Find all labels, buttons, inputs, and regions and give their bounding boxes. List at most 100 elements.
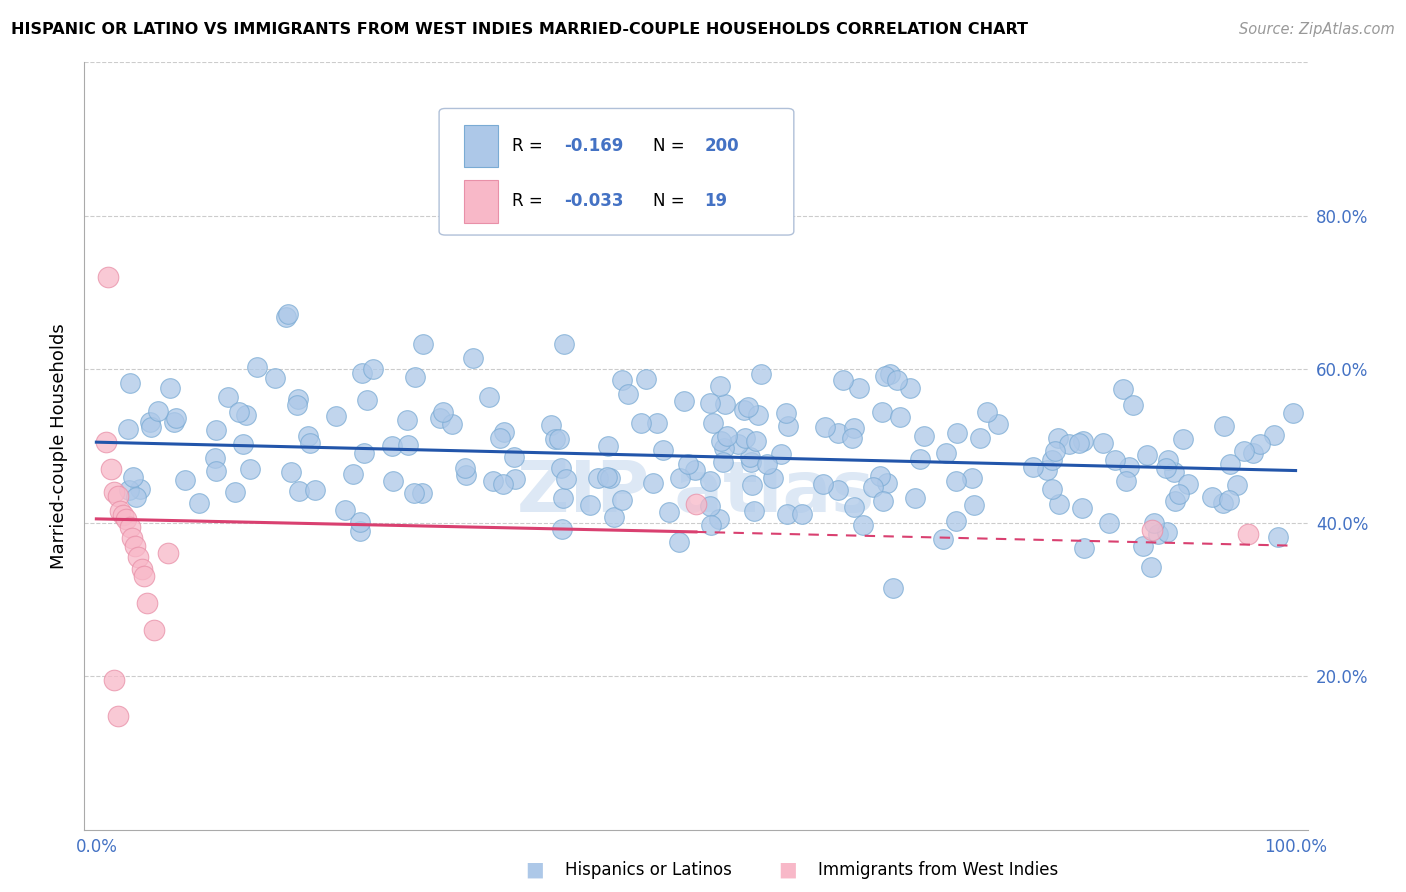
Point [652,443,675,458]
Point [699,517,721,532]
Point [848,381,870,395]
Point [976,405,998,419]
Point [224,485,246,500]
Point [285,398,308,412]
Point [873,369,896,384]
Point [842,500,865,514]
Point [832,373,855,387]
Point [610,373,633,387]
FancyBboxPatch shape [439,109,794,235]
Point [636,372,658,386]
Point [755,457,778,471]
Bar [464,180,498,223]
Point [127,550,149,565]
Point [945,474,967,488]
Point [851,518,873,533]
Point [361,362,384,376]
Point [342,467,364,481]
Point [1071,434,1094,448]
Text: -0.169: -0.169 [564,136,623,154]
Point [165,410,187,425]
Point [610,493,633,508]
Point [163,415,186,429]
Point [672,393,695,408]
Point [733,403,755,417]
Point [187,496,209,510]
Point [263,370,285,384]
Point [1156,460,1178,475]
Point [747,408,769,422]
Point [1236,527,1258,541]
Point [931,532,953,546]
Text: 200: 200 [704,136,740,154]
Point [1046,431,1069,445]
Point [555,472,578,486]
Point [97,270,120,285]
Point [412,336,434,351]
Point [1067,436,1090,450]
Point [602,510,624,524]
Point [107,709,129,723]
Point [304,483,326,498]
Point [502,450,524,465]
Point [775,507,797,521]
Point [204,450,226,465]
Point [157,546,180,560]
Point [1168,487,1191,501]
Point [396,438,419,452]
Point [1212,419,1234,434]
Point [128,482,150,496]
Point [630,416,652,430]
Point [1091,436,1114,450]
Point [1263,427,1285,442]
Point [1233,443,1256,458]
Point [872,493,894,508]
Point [131,562,153,576]
Point [100,462,122,476]
Point [1132,539,1154,553]
Point [454,461,477,475]
Point [1218,493,1240,508]
Point [935,446,957,460]
Point [432,404,454,418]
Point [550,461,572,475]
Point [111,508,134,522]
Point [1022,460,1045,475]
Point [173,473,195,487]
Point [904,491,927,506]
Point [876,476,898,491]
Point [1267,530,1289,544]
Point [814,420,837,434]
Point [886,373,908,387]
Point [727,436,749,450]
Point [274,310,297,324]
Point [482,474,505,488]
Point [1059,437,1081,451]
Point [551,522,574,536]
Point [239,462,262,476]
Point [121,531,143,545]
Point [710,434,733,449]
Point [1171,432,1194,446]
Point [503,472,526,486]
Point [714,397,737,411]
Point [117,422,139,436]
Point [596,439,619,453]
Point [228,405,250,419]
Point [349,516,371,530]
Point [827,426,849,441]
Point [110,504,132,518]
Point [734,431,756,445]
Point [107,489,129,503]
Point [945,514,967,528]
Point [669,471,692,485]
Point [124,539,146,553]
Point [742,504,765,518]
Point [411,486,433,500]
Point [599,471,621,485]
Point [325,409,347,424]
Point [1201,491,1223,505]
Point [115,512,138,526]
Point [551,491,574,506]
Point [908,451,931,466]
